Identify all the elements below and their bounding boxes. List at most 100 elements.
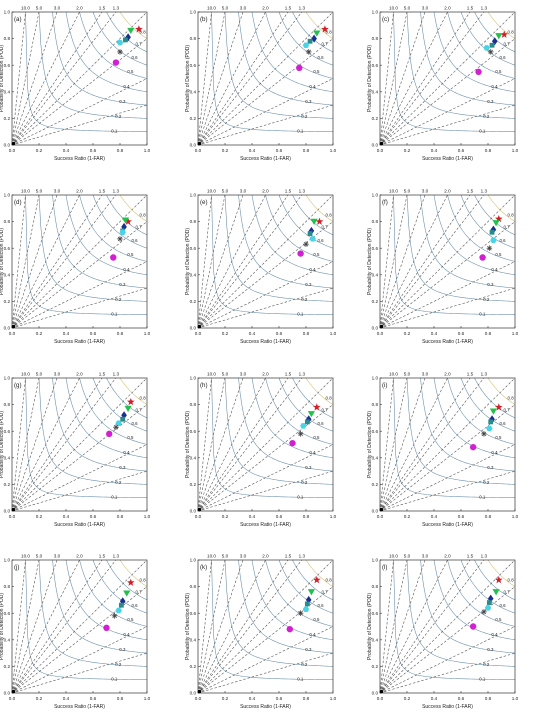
panel-j: 0.00.0 0.2 0.2 0.4 0.4 0.6 0.6 0.8 0.8 1.0 1.0 10.0… bbox=[0, 554, 151, 711]
csi-label: 0.8 bbox=[508, 212, 515, 217]
origin-marker bbox=[11, 141, 16, 146]
csi-label: 0.7 bbox=[136, 590, 143, 595]
hexagon-marker bbox=[302, 42, 310, 49]
y-tick-label: 0.4 bbox=[372, 455, 379, 460]
bias-line bbox=[197, 287, 334, 329]
csi-label: 0.2 bbox=[301, 480, 308, 485]
csi-label: 0.3 bbox=[119, 99, 126, 104]
y-tick-label: 0.0 bbox=[4, 509, 11, 514]
csi-contour bbox=[460, 11, 516, 66]
y-axis-title: Probability of Detection (POD) bbox=[185, 411, 191, 478]
panel-label: (e) bbox=[200, 199, 208, 206]
bias-line bbox=[197, 652, 334, 694]
plot-frame bbox=[379, 11, 516, 146]
y-axis-title: Probability of Detection (POD) bbox=[0, 593, 5, 660]
csi-label: 0.3 bbox=[487, 282, 494, 287]
csi-contour bbox=[52, 559, 148, 654]
panel-e: 0.00.0 0.2 0.2 0.4 0.4 0.6 0.6 0.8 0.8 1.0 1.0 10.0… bbox=[185, 189, 337, 346]
csi-label: 0.5 bbox=[495, 252, 502, 257]
csi-label: 0.1 bbox=[297, 312, 304, 317]
bias-line bbox=[11, 11, 103, 146]
csi-contour bbox=[224, 377, 334, 485]
hexagon-marker bbox=[115, 420, 122, 426]
y-tick-label: 0.2 bbox=[190, 116, 197, 121]
bias-line bbox=[197, 11, 244, 146]
csi-label: 0.8 bbox=[326, 212, 333, 217]
square-marker bbox=[120, 416, 126, 422]
triangle-marker bbox=[127, 27, 135, 35]
bias-label: 2.0 bbox=[262, 554, 269, 559]
csi-label: 0.4 bbox=[491, 632, 498, 637]
csi-contour bbox=[65, 11, 148, 93]
x-axis-title: Success Ratio (1-FAR) bbox=[54, 704, 105, 710]
y-tick-label: 0.2 bbox=[4, 299, 11, 304]
bias-label: 1.5 bbox=[99, 189, 106, 194]
csi-label: 0.3 bbox=[305, 99, 312, 104]
asterisk-marker bbox=[117, 236, 123, 242]
csi-contour bbox=[52, 377, 148, 472]
csi-label: 0.6 bbox=[317, 603, 324, 608]
hexagon-marker bbox=[302, 606, 310, 612]
csi-label: 0.5 bbox=[495, 617, 502, 622]
bias-label: 3.0 bbox=[240, 6, 247, 11]
csi-contour bbox=[211, 194, 334, 315]
bias-line bbox=[379, 11, 426, 146]
csi-label: 0.2 bbox=[483, 114, 490, 119]
bias-line bbox=[379, 404, 516, 512]
csi-contour bbox=[393, 194, 516, 315]
bias-label: 5.0 bbox=[222, 372, 229, 377]
csi-label: 0.1 bbox=[479, 312, 486, 317]
csi-contour bbox=[224, 559, 334, 667]
x-tick-label: 0.0 bbox=[377, 148, 384, 153]
circle-marker bbox=[469, 443, 477, 451]
x-tick-label: 0.2 bbox=[222, 331, 229, 336]
csi-label: 0.1 bbox=[111, 495, 118, 500]
bias-label: 10.0 bbox=[21, 189, 30, 194]
bias-line bbox=[197, 586, 334, 694]
x-tick-label: 0.0 bbox=[9, 514, 16, 519]
asterisk-stroke bbox=[488, 49, 493, 55]
csi-label: 0.5 bbox=[313, 252, 320, 257]
star-marker bbox=[313, 403, 321, 411]
bias-label: 1.3 bbox=[113, 6, 120, 11]
csi-contour bbox=[224, 194, 334, 302]
x-tick-label: 0.8 bbox=[303, 514, 310, 519]
origin-marker bbox=[11, 507, 16, 512]
bias-line bbox=[11, 287, 148, 329]
csi-contour bbox=[25, 194, 148, 315]
panel-label: (l) bbox=[382, 564, 388, 571]
bias-line bbox=[11, 78, 148, 146]
y-tick-label: 0.6 bbox=[190, 429, 197, 434]
csi-label: 0.8 bbox=[508, 29, 515, 34]
csi-contour bbox=[406, 194, 516, 302]
y-tick-label: 0.6 bbox=[190, 246, 197, 251]
csi-contour bbox=[52, 194, 148, 289]
x-axis-title: Success Ratio (1-FAR) bbox=[240, 156, 291, 162]
asterisk-marker bbox=[481, 431, 487, 437]
bias-label: 5.0 bbox=[222, 189, 229, 194]
x-tick-label: 0.6 bbox=[458, 148, 465, 153]
csi-contour bbox=[420, 559, 516, 654]
x-tick-label: 0.2 bbox=[36, 331, 43, 336]
csi-contour bbox=[251, 194, 334, 276]
csi-contour bbox=[487, 559, 516, 587]
panel-h: 0.00.0 0.2 0.2 0.4 0.4 0.6 0.6 0.8 0.8 1.0 1.0 10.0… bbox=[185, 372, 337, 529]
csi-contour bbox=[305, 11, 334, 39]
y-tick-label: 0.6 bbox=[190, 611, 197, 616]
y-tick-label: 0.8 bbox=[190, 584, 197, 589]
y-tick-label: 0.4 bbox=[4, 89, 11, 94]
csi-label: 0.7 bbox=[136, 408, 143, 413]
bias-line bbox=[379, 377, 408, 512]
hexagon-marker bbox=[483, 45, 490, 51]
y-tick-label: 0.0 bbox=[190, 691, 197, 696]
csi-label: 0.1 bbox=[111, 677, 118, 682]
bias-label: 2.0 bbox=[76, 6, 83, 11]
bias-label: 3.0 bbox=[240, 372, 247, 377]
y-tick-label: 0.0 bbox=[4, 691, 11, 696]
y-tick-label: 0.8 bbox=[372, 402, 379, 407]
panel-label: (h) bbox=[200, 382, 208, 389]
csi-contour bbox=[251, 11, 334, 93]
bias-line bbox=[11, 377, 117, 512]
csi-label: 0.5 bbox=[127, 252, 134, 257]
bias-label: 1.5 bbox=[99, 6, 106, 11]
